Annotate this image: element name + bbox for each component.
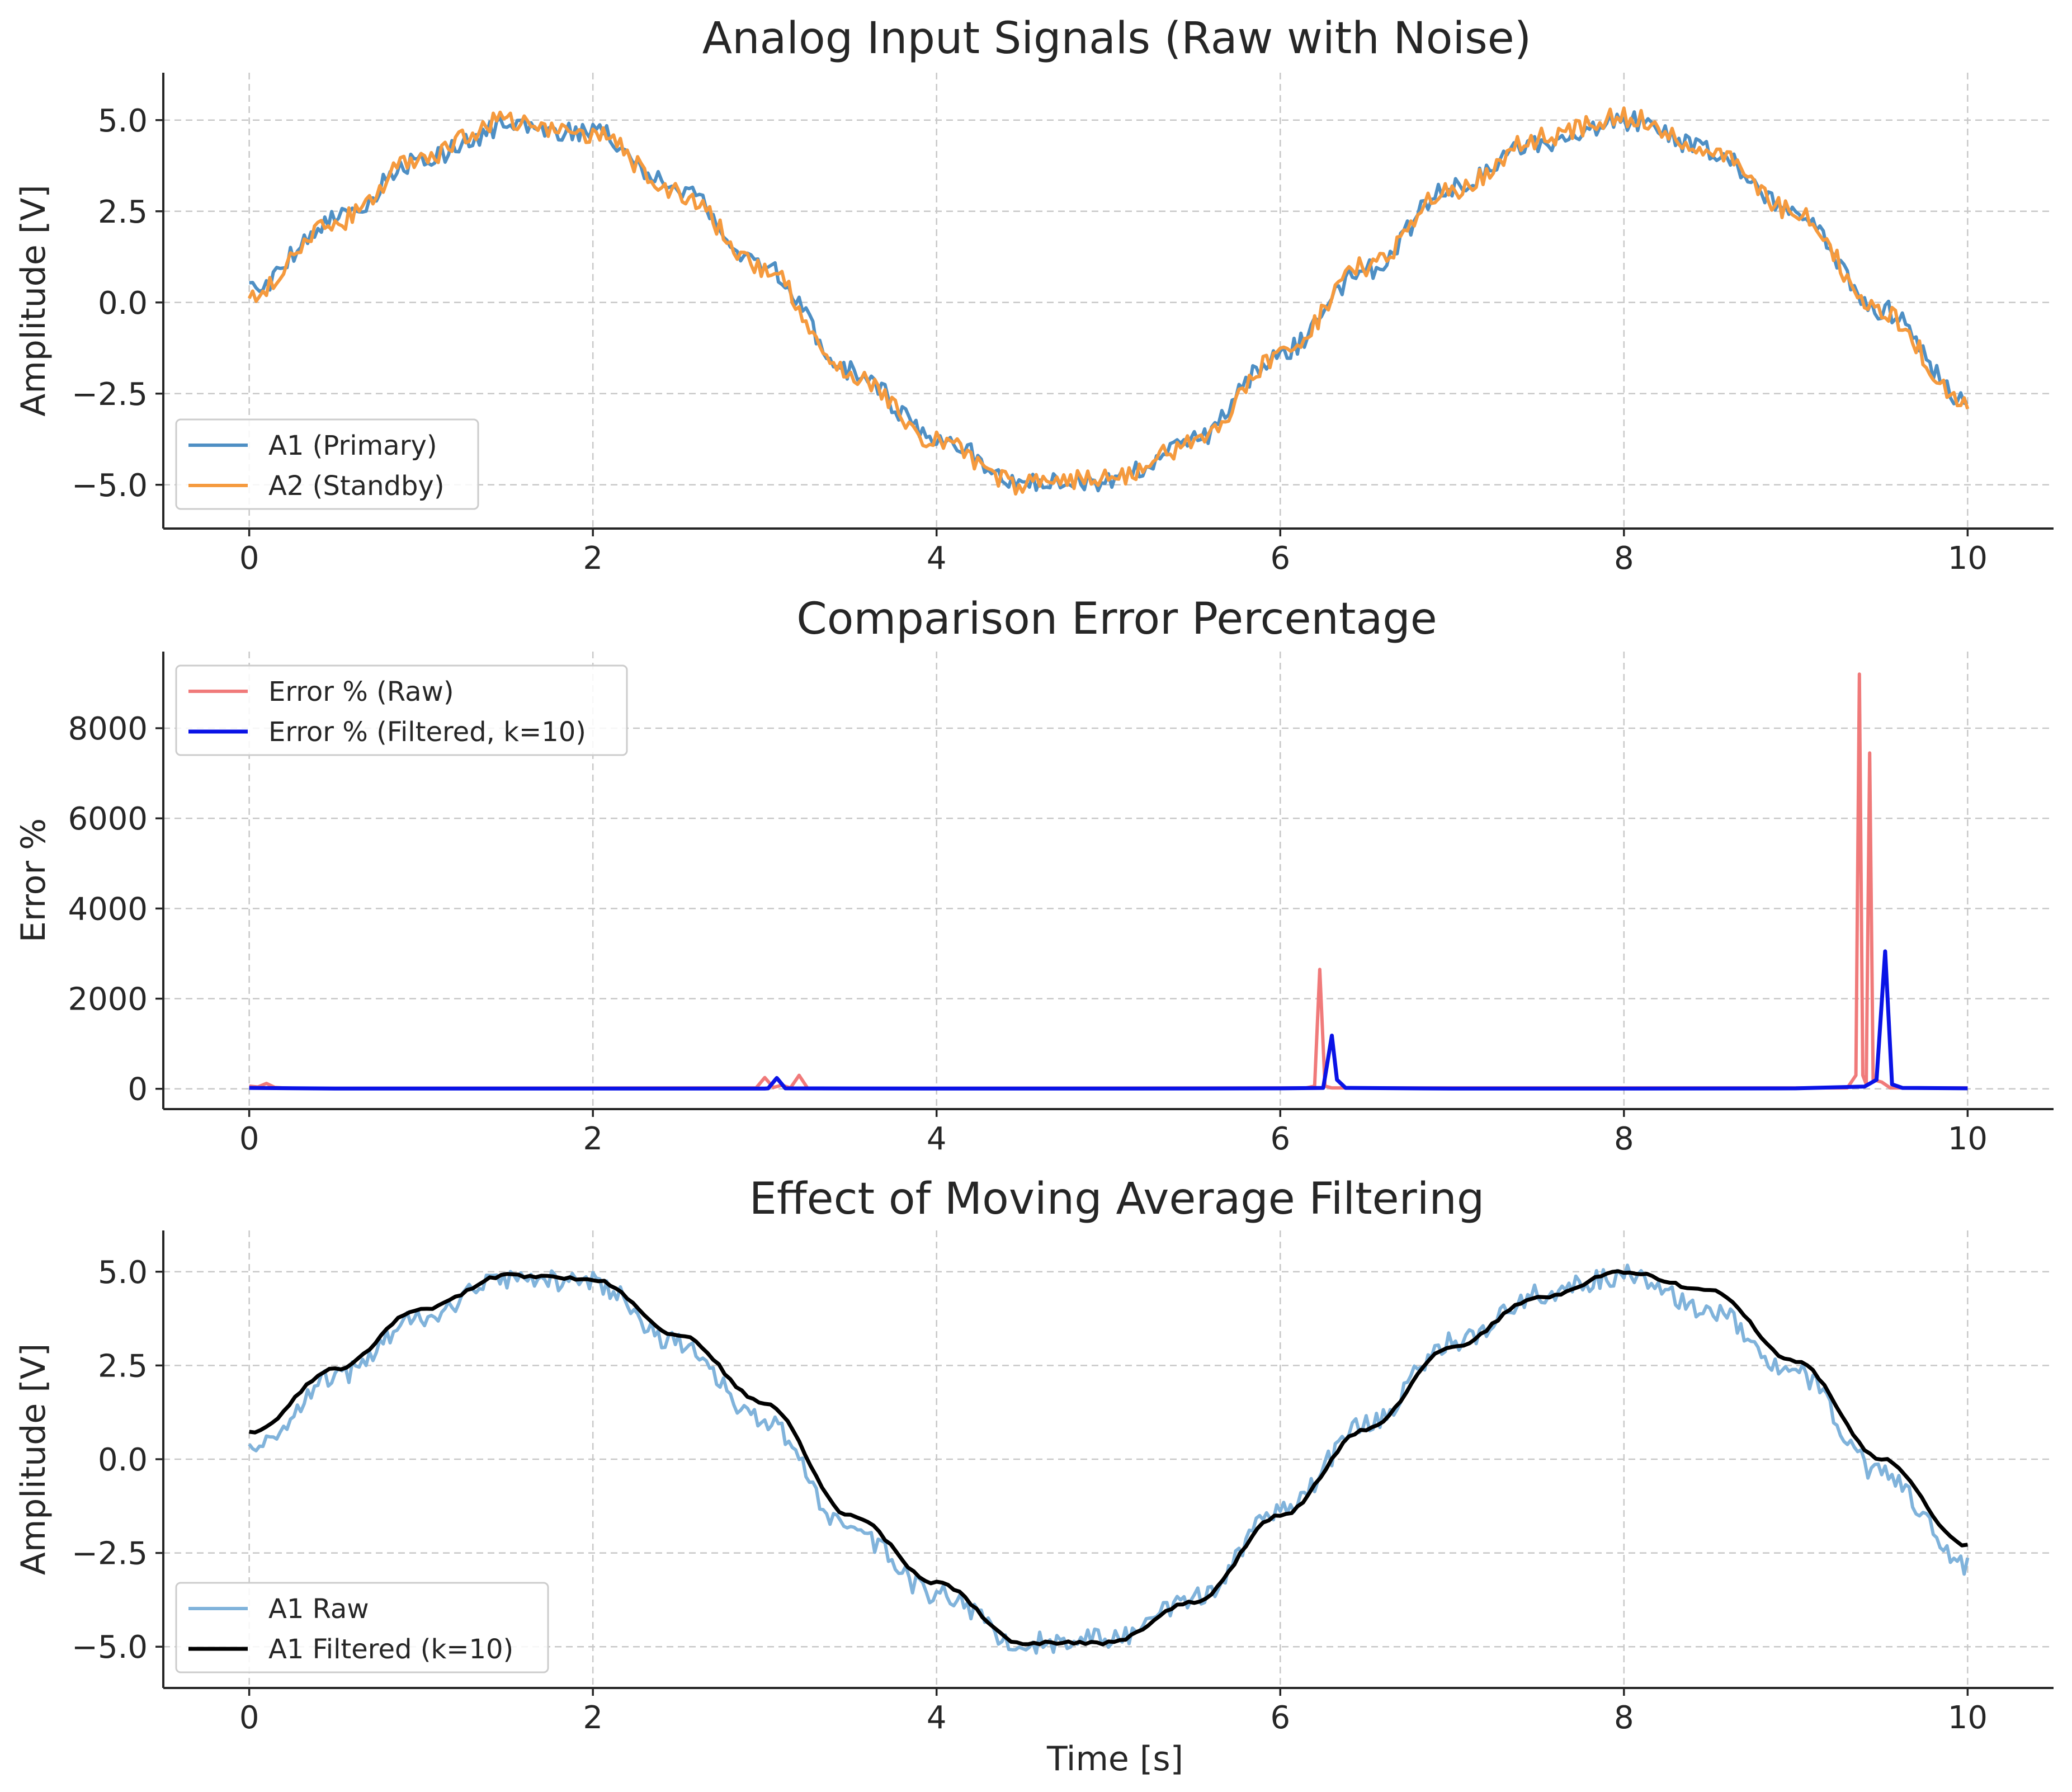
- x-tick-label: 2: [583, 1700, 603, 1736]
- y-tick-label: 2.5: [98, 194, 148, 230]
- y-tick-label: −2.5: [72, 1536, 148, 1572]
- legend-box: [175, 664, 628, 756]
- subplot-1: 0 2 4 6 8 10 5.0 2.5 0.0 −2.5 −5.0 Analog Input Sig…: [14, 13, 2054, 577]
- x-tick-label: 4: [927, 1700, 947, 1736]
- y-tick-label: −5.0: [72, 1629, 148, 1666]
- subplot-title: Comparison Error Percentage: [796, 594, 1437, 644]
- x-tick-label: 6: [1270, 1700, 1290, 1736]
- series-line-2: [247, 106, 1970, 496]
- y-tick-label: 6000: [68, 801, 148, 837]
- subplot-title: Analog Input Signals (Raw with Noise): [702, 13, 1531, 64]
- y-axis-label: Error %: [14, 818, 53, 942]
- y-tick-label: 2000: [68, 982, 148, 1018]
- y-tick-label: 0.0: [98, 1442, 148, 1478]
- subplot-2: 0 2 4 6 8 10 0 2000 4000 6000 8000 Comparison Error…: [14, 594, 2054, 1157]
- x-tick-label: 0: [239, 1121, 259, 1157]
- x-tick-label: 10: [1948, 1700, 1988, 1736]
- x-tick-label: 10: [1948, 540, 1988, 577]
- series-line-1: [248, 1263, 1970, 1655]
- legend-label: A1 Filtered (k=10): [268, 1634, 513, 1665]
- x-tick-label: 8: [1614, 540, 1634, 577]
- subplot-3: 0 2 4 6 8 10 5.0 2.5 0.0 −2.5 −5.0 Effect of Moving…: [14, 1174, 2054, 1779]
- x-axis-label: Time [s]: [1046, 1739, 1183, 1779]
- y-tick-label: 0.0: [98, 285, 148, 322]
- subplot-title: Effect of Moving Average Filtering: [749, 1174, 1485, 1224]
- y-tick-label: 0: [128, 1072, 148, 1108]
- y-axis-label: Amplitude [V]: [14, 185, 53, 416]
- x-tick-label: 6: [1270, 540, 1290, 577]
- legend-label: A1 (Primary): [268, 430, 437, 461]
- x-tick-label: 10: [1948, 1121, 1988, 1157]
- y-tick-label: −2.5: [72, 376, 148, 413]
- legend: A1 (Primary) A2 (Standby): [175, 418, 479, 510]
- x-tick-label: 8: [1614, 1121, 1634, 1157]
- y-tick-label: 5.0: [98, 1255, 148, 1291]
- y-tick-label: 5.0: [98, 103, 148, 139]
- x-tick-label: 2: [583, 1121, 603, 1157]
- legend-label: A1 Raw: [268, 1593, 369, 1625]
- x-tick-label: 4: [927, 1121, 947, 1157]
- y-axis-label: Amplitude [V]: [14, 1343, 53, 1575]
- legend: A1 Raw A1 Filtered (k=10): [175, 1582, 549, 1673]
- legend: Error % (Raw) Error % (Filtered, k=10): [175, 664, 628, 756]
- x-tick-label: 0: [239, 540, 259, 577]
- series-line-2: [249, 949, 1968, 1091]
- legend-box: [175, 1582, 549, 1673]
- series-line-2: [249, 1269, 1968, 1647]
- series-line-1: [249, 110, 1969, 493]
- y-tick-label: 4000: [68, 891, 148, 927]
- x-tick-label: 6: [1270, 1121, 1290, 1157]
- x-tick-label: 2: [583, 540, 603, 577]
- x-tick-label: 4: [927, 540, 947, 577]
- legend-label: Error % (Raw): [268, 676, 454, 708]
- legend-box: [175, 418, 479, 510]
- legend-label: A2 (Standby): [268, 470, 445, 502]
- y-tick-label: 2.5: [98, 1348, 148, 1384]
- y-tick-label: 8000: [68, 711, 148, 747]
- y-tick-label: −5.0: [72, 468, 148, 504]
- legend-label: Error % (Filtered, k=10): [268, 716, 586, 748]
- x-tick-label: 0: [239, 1700, 259, 1736]
- x-tick-label: 8: [1614, 1700, 1634, 1736]
